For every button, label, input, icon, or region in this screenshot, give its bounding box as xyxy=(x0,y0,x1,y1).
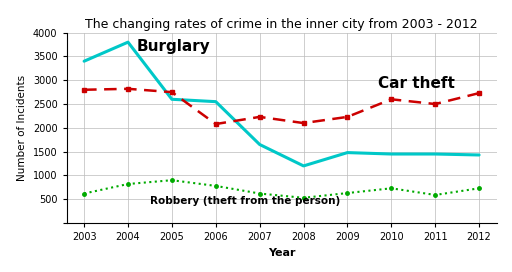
Title: The changing rates of crime in the inner city from 2003 - 2012: The changing rates of crime in the inner… xyxy=(86,18,478,32)
Text: Robbery (theft from the person): Robbery (theft from the person) xyxy=(150,196,340,206)
X-axis label: Year: Year xyxy=(268,248,295,258)
Y-axis label: Number of Incidents: Number of Incidents xyxy=(17,75,27,181)
Text: Burglary: Burglary xyxy=(137,39,210,54)
Text: Car theft: Car theft xyxy=(378,76,455,91)
